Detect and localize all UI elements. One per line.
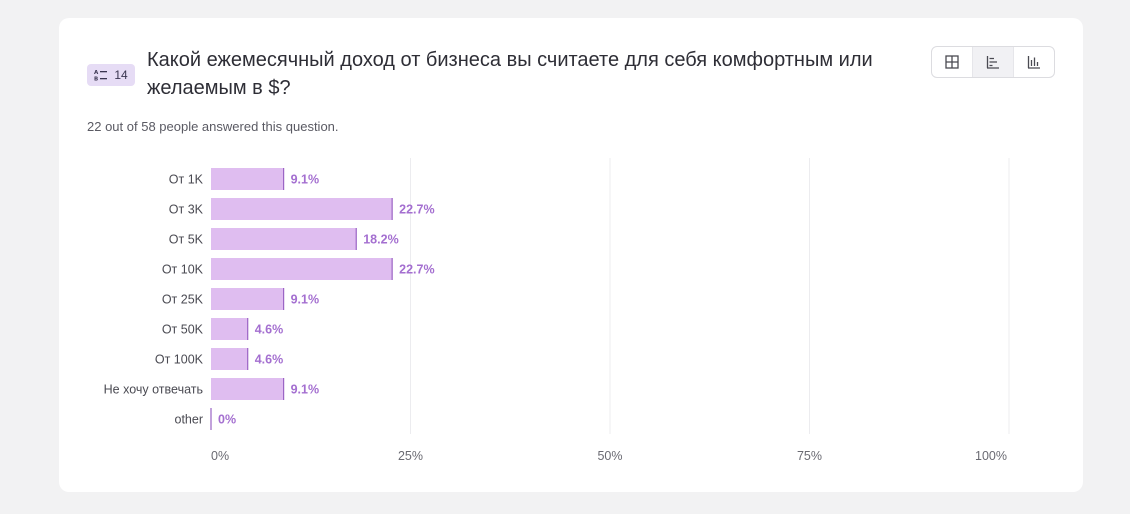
value-label: 0% [218, 413, 236, 427]
grid-view-button[interactable] [932, 47, 973, 77]
bar [211, 348, 248, 370]
bar [211, 258, 393, 280]
category-label: От 50K [162, 323, 204, 337]
bar [211, 318, 248, 340]
value-label: 4.6% [255, 353, 284, 367]
answered-count: 22 out of 58 people answered this questi… [87, 119, 339, 134]
view-toggle [931, 46, 1055, 78]
response-bar-chart: 0% 25% 50% 75% 100% От 1K 9.1% От 3K 22.7% От 5K 1… [104, 158, 1010, 463]
value-label: 22.7% [399, 203, 434, 217]
x-tick-label: 100% [975, 449, 1007, 463]
bar [211, 288, 284, 310]
category-label: От 100K [155, 353, 204, 367]
category-label: other [175, 413, 204, 427]
x-tick-label: 0% [211, 449, 229, 463]
question-card: A B 14 Какой ежемесячный доход от бизнес… [59, 18, 1083, 492]
category-label: От 10K [162, 263, 204, 277]
bar [211, 198, 393, 220]
bar [211, 378, 284, 400]
category-label: От 3K [169, 203, 204, 217]
horizontal-bar-view-icon [986, 56, 999, 69]
x-tick-label: 25% [398, 449, 423, 463]
question-number: 14 [114, 68, 128, 82]
category-label: От 5K [169, 233, 204, 247]
value-label: 9.1% [291, 293, 320, 307]
horizontal-bar-view-button[interactable] [973, 47, 1014, 77]
category-label: От 25K [162, 293, 204, 307]
value-label: 9.1% [291, 383, 320, 397]
svg-text:A: A [94, 70, 99, 76]
vertical-bar-view-button[interactable] [1014, 47, 1054, 77]
category-label: Не хочу отвечать [104, 383, 203, 397]
value-label: 4.6% [255, 323, 284, 337]
question-number-badge: A B 14 [87, 64, 135, 86]
svg-text:B: B [94, 77, 98, 82]
x-tick-label: 50% [597, 449, 622, 463]
category-label: От 1K [169, 173, 204, 187]
multiple-choice-icon: A B [94, 70, 108, 82]
value-label: 22.7% [399, 263, 434, 277]
x-tick-label: 75% [797, 449, 822, 463]
grid-view-icon [945, 55, 959, 69]
vertical-bar-view-icon [1027, 56, 1040, 69]
bar [211, 168, 284, 190]
value-label: 9.1% [291, 173, 320, 187]
value-label: 18.2% [363, 233, 398, 247]
bar [211, 228, 357, 250]
question-title: Какой ежемесячный доход от бизнеса вы сч… [147, 49, 873, 99]
